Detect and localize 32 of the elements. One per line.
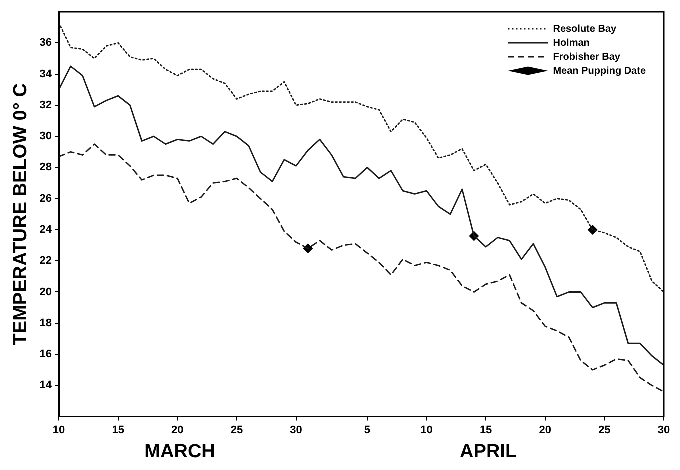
y-axis-title: TEMPERATURE BELOW 0° C xyxy=(10,83,32,346)
x-tick-label: 20 xyxy=(539,424,552,436)
legend-label: Mean Pupping Date xyxy=(553,66,646,77)
line-series xyxy=(59,22,664,293)
y-tick-label: 22 xyxy=(40,255,52,268)
y-tick-label: 36 xyxy=(40,37,52,50)
text: APRIL xyxy=(460,442,518,463)
x-tick-label: 15 xyxy=(112,424,124,436)
y-tick-label: 26 xyxy=(40,192,52,205)
y-tick-label: 34 xyxy=(40,68,53,80)
y-tick-label: 28 xyxy=(40,162,52,174)
x-tick-label: 10 xyxy=(52,424,66,436)
legend-label: Frobisher Bay xyxy=(553,52,621,63)
y-tick-label: 30 xyxy=(40,130,52,143)
y-tick-label: 32 xyxy=(40,99,52,112)
x-tick-label: 25 xyxy=(230,424,244,436)
y-tick-label: 18 xyxy=(40,317,52,330)
x-tick-label: 10 xyxy=(420,424,433,436)
x-tick-label: 20 xyxy=(172,424,184,436)
x-tick-label: 25 xyxy=(598,424,611,436)
legend-label: Holman xyxy=(553,38,590,49)
x-tick-label: 30 xyxy=(290,424,302,436)
legend-label: Resolute Bay xyxy=(553,24,618,35)
line-series xyxy=(59,144,664,393)
x-tick-label: 30 xyxy=(658,424,670,436)
y-tick-label: 16 xyxy=(40,348,52,361)
y-tick-label: 14 xyxy=(40,380,53,392)
y-tick-label: 24 xyxy=(40,224,53,236)
x-tick-label: 15 xyxy=(480,424,492,436)
text: MARCH xyxy=(144,442,216,463)
x-tick-label: 5 xyxy=(364,424,371,436)
y-tick-label: 20 xyxy=(40,286,52,298)
